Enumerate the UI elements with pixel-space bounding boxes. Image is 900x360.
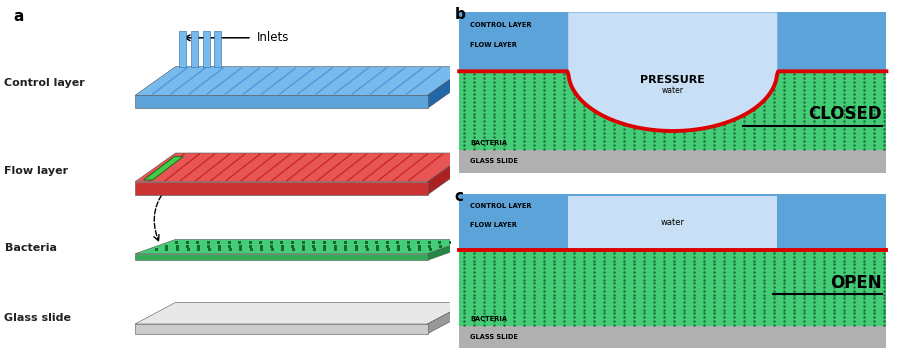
Polygon shape bbox=[202, 31, 210, 67]
Text: BACTERIA: BACTERIA bbox=[471, 140, 508, 145]
Polygon shape bbox=[191, 31, 198, 67]
Polygon shape bbox=[135, 95, 427, 108]
Text: CONTROL LAYER: CONTROL LAYER bbox=[471, 22, 532, 28]
Text: GLASS SLIDE: GLASS SLIDE bbox=[471, 158, 518, 164]
Polygon shape bbox=[135, 254, 427, 260]
Text: GLASS SLIDE: GLASS SLIDE bbox=[471, 334, 518, 339]
Polygon shape bbox=[179, 31, 186, 67]
Text: Control layer: Control layer bbox=[4, 78, 86, 88]
Polygon shape bbox=[428, 239, 468, 260]
Polygon shape bbox=[135, 67, 468, 95]
Polygon shape bbox=[568, 13, 778, 131]
Bar bbox=[459, 150, 886, 173]
Polygon shape bbox=[135, 302, 468, 324]
Text: Glass slide: Glass slide bbox=[4, 312, 71, 323]
Text: PRESSURE: PRESSURE bbox=[640, 75, 706, 85]
Text: CONTROL LAYER: CONTROL LAYER bbox=[471, 203, 532, 209]
Bar bbox=[459, 13, 886, 73]
Polygon shape bbox=[428, 67, 468, 108]
Bar bbox=[459, 250, 886, 325]
Text: a: a bbox=[14, 9, 24, 24]
Text: Flow layer: Flow layer bbox=[4, 166, 68, 176]
Text: water: water bbox=[662, 86, 684, 95]
Text: CLOSED: CLOSED bbox=[808, 105, 882, 123]
Text: b: b bbox=[454, 7, 465, 22]
Polygon shape bbox=[135, 239, 468, 254]
Text: FLOW LAYER: FLOW LAYER bbox=[471, 41, 518, 48]
Text: OPEN: OPEN bbox=[830, 274, 882, 292]
Polygon shape bbox=[135, 324, 427, 334]
Polygon shape bbox=[214, 31, 221, 67]
Text: Bacteria: Bacteria bbox=[4, 243, 57, 253]
Text: Inlets: Inlets bbox=[256, 31, 289, 44]
Polygon shape bbox=[135, 153, 468, 182]
Bar bbox=[459, 194, 886, 252]
Text: BACTERIA: BACTERIA bbox=[471, 316, 508, 322]
Polygon shape bbox=[428, 153, 468, 195]
Bar bbox=[459, 71, 886, 150]
Bar bbox=[459, 325, 886, 348]
Polygon shape bbox=[428, 302, 468, 334]
Text: c: c bbox=[454, 189, 464, 204]
Bar bbox=[568, 195, 778, 250]
Text: FLOW LAYER: FLOW LAYER bbox=[471, 222, 518, 228]
Polygon shape bbox=[135, 182, 427, 195]
Polygon shape bbox=[143, 157, 184, 180]
Text: water: water bbox=[661, 217, 685, 226]
